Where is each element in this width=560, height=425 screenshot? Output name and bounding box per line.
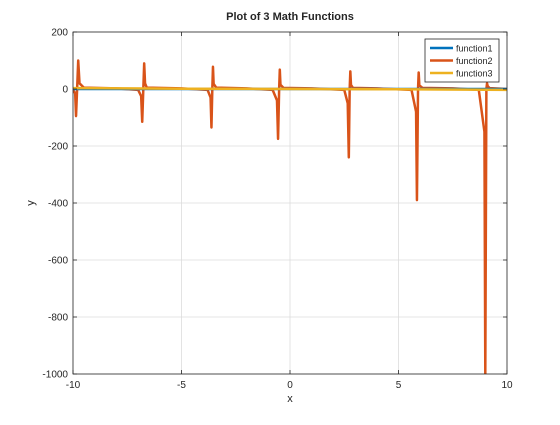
y-tick-label: -600 [48,256,68,267]
series-line-function3 [73,86,507,92]
x-tick-label: 5 [396,380,402,391]
y-tick-label: 200 [51,28,68,39]
y-tick-label: -1000 [42,370,68,381]
x-tick-labels: -10 -5 0 5 10 [66,380,513,391]
y-tick-labels: -1000 -800 -600 -400 -200 0 200 [42,28,68,381]
y-tick-label: -400 [48,199,68,210]
y-tick-label: -200 [48,142,68,153]
x-axis-label: x [287,393,293,405]
legend-label: function3 [456,69,493,79]
legend-label: function2 [456,56,493,66]
x-tick-label: -10 [66,380,81,391]
x-tick-label: 0 [287,380,293,391]
y-tick-label: -800 [48,313,68,324]
ticks [72,31,508,375]
y-axis-label: y [25,200,37,206]
x-tick-label: 10 [501,380,513,391]
y-tick-label: 0 [62,85,68,96]
chart-title: Plot of 3 Math Functions [226,11,354,23]
legend-label: function1 [456,44,493,54]
series-line-function2 [73,59,507,374]
x-tick-label: -5 [177,380,186,391]
series-group [73,59,507,374]
legend: function1 function2 function3 [424,38,500,83]
